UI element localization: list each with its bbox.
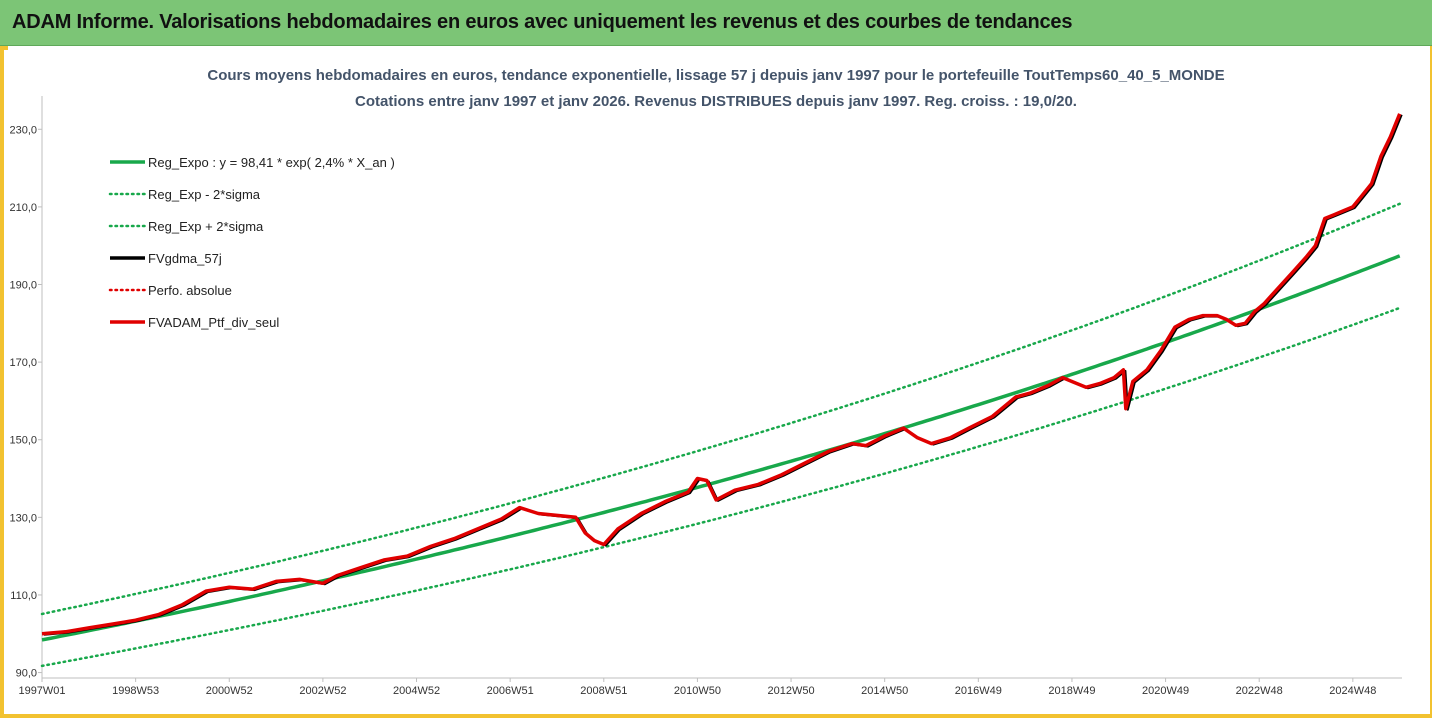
axes: 90,0 110,0 130,0 150,0 170,0 190,0 210,0 230,0 1… — [9, 96, 1402, 697]
series-reg-minus-2sigma — [40, 306, 1401, 668]
x-tick-label: 1998W53 — [112, 685, 159, 697]
legend-label: Perfo. absolue — [148, 283, 232, 298]
y-tick-label: 170,0 — [9, 357, 37, 369]
legend-label: Reg_Exp - 2*sigma — [148, 187, 261, 202]
legend-label: FVgdma_57j — [148, 251, 222, 266]
x-tick-label: 2022W48 — [1236, 685, 1283, 697]
x-tick-label: 2008W51 — [580, 685, 627, 697]
x-tick-label: 2018W49 — [1048, 685, 1095, 697]
y-tick-label: 190,0 — [9, 280, 37, 292]
legend: Reg_Expo : y = 98,41 * exp( 2,4% * X_an … — [108, 155, 395, 330]
series-reg-plus-2sigma — [40, 202, 1401, 616]
x-tick-label: 2016W49 — [955, 685, 1002, 697]
x-tick-label: 2002W52 — [299, 685, 346, 697]
x-tick-label: 2004W52 — [393, 685, 440, 697]
frame-accent — [0, 46, 8, 50]
chart-frame — [0, 46, 1432, 718]
x-tick-label: 2000W52 — [206, 685, 253, 697]
legend-label: Reg_Expo : y = 98,41 * exp( 2,4% * X_an … — [148, 155, 395, 170]
y-tick-label: 90,0 — [16, 668, 37, 680]
page-title: ADAM Informe. Valorisations hebdomadaire… — [12, 11, 1073, 33]
y-tick-label: 130,0 — [9, 512, 37, 524]
chart-title-line1: Cours moyens hebdomadaires en euros, ten… — [207, 67, 1225, 84]
x-tick-label: 2012W50 — [768, 685, 815, 697]
chart-title-line2: Cotations entre janv 1997 et janv 2026. … — [355, 93, 1077, 110]
y-tick-label: 210,0 — [9, 202, 37, 214]
legend-label: Reg_Exp + 2*sigma — [148, 219, 264, 234]
y-tick-label: 110,0 — [10, 590, 37, 602]
y-tick-label: 230,0 — [9, 124, 37, 136]
series-reg-expo — [41, 254, 1401, 642]
legend-label: FVADAM_Ptf_div_seul — [148, 315, 279, 330]
x-tick-label: 2014W50 — [861, 685, 908, 697]
series-fvadam-ptf-div-seul — [41, 113, 1402, 636]
x-tick-label: 2020W49 — [1142, 685, 1189, 697]
series-lines — [40, 113, 1403, 668]
x-tick-label: 2010W50 — [674, 685, 721, 697]
y-tick-label: 150,0 — [9, 435, 37, 447]
page-header: ADAM Informe. Valorisations hebdomadaire… — [0, 0, 1432, 46]
x-tick-label: 2024W48 — [1329, 685, 1376, 697]
x-tick-label: 2006W51 — [487, 685, 534, 697]
x-tick-label: 1997W01 — [18, 685, 65, 697]
